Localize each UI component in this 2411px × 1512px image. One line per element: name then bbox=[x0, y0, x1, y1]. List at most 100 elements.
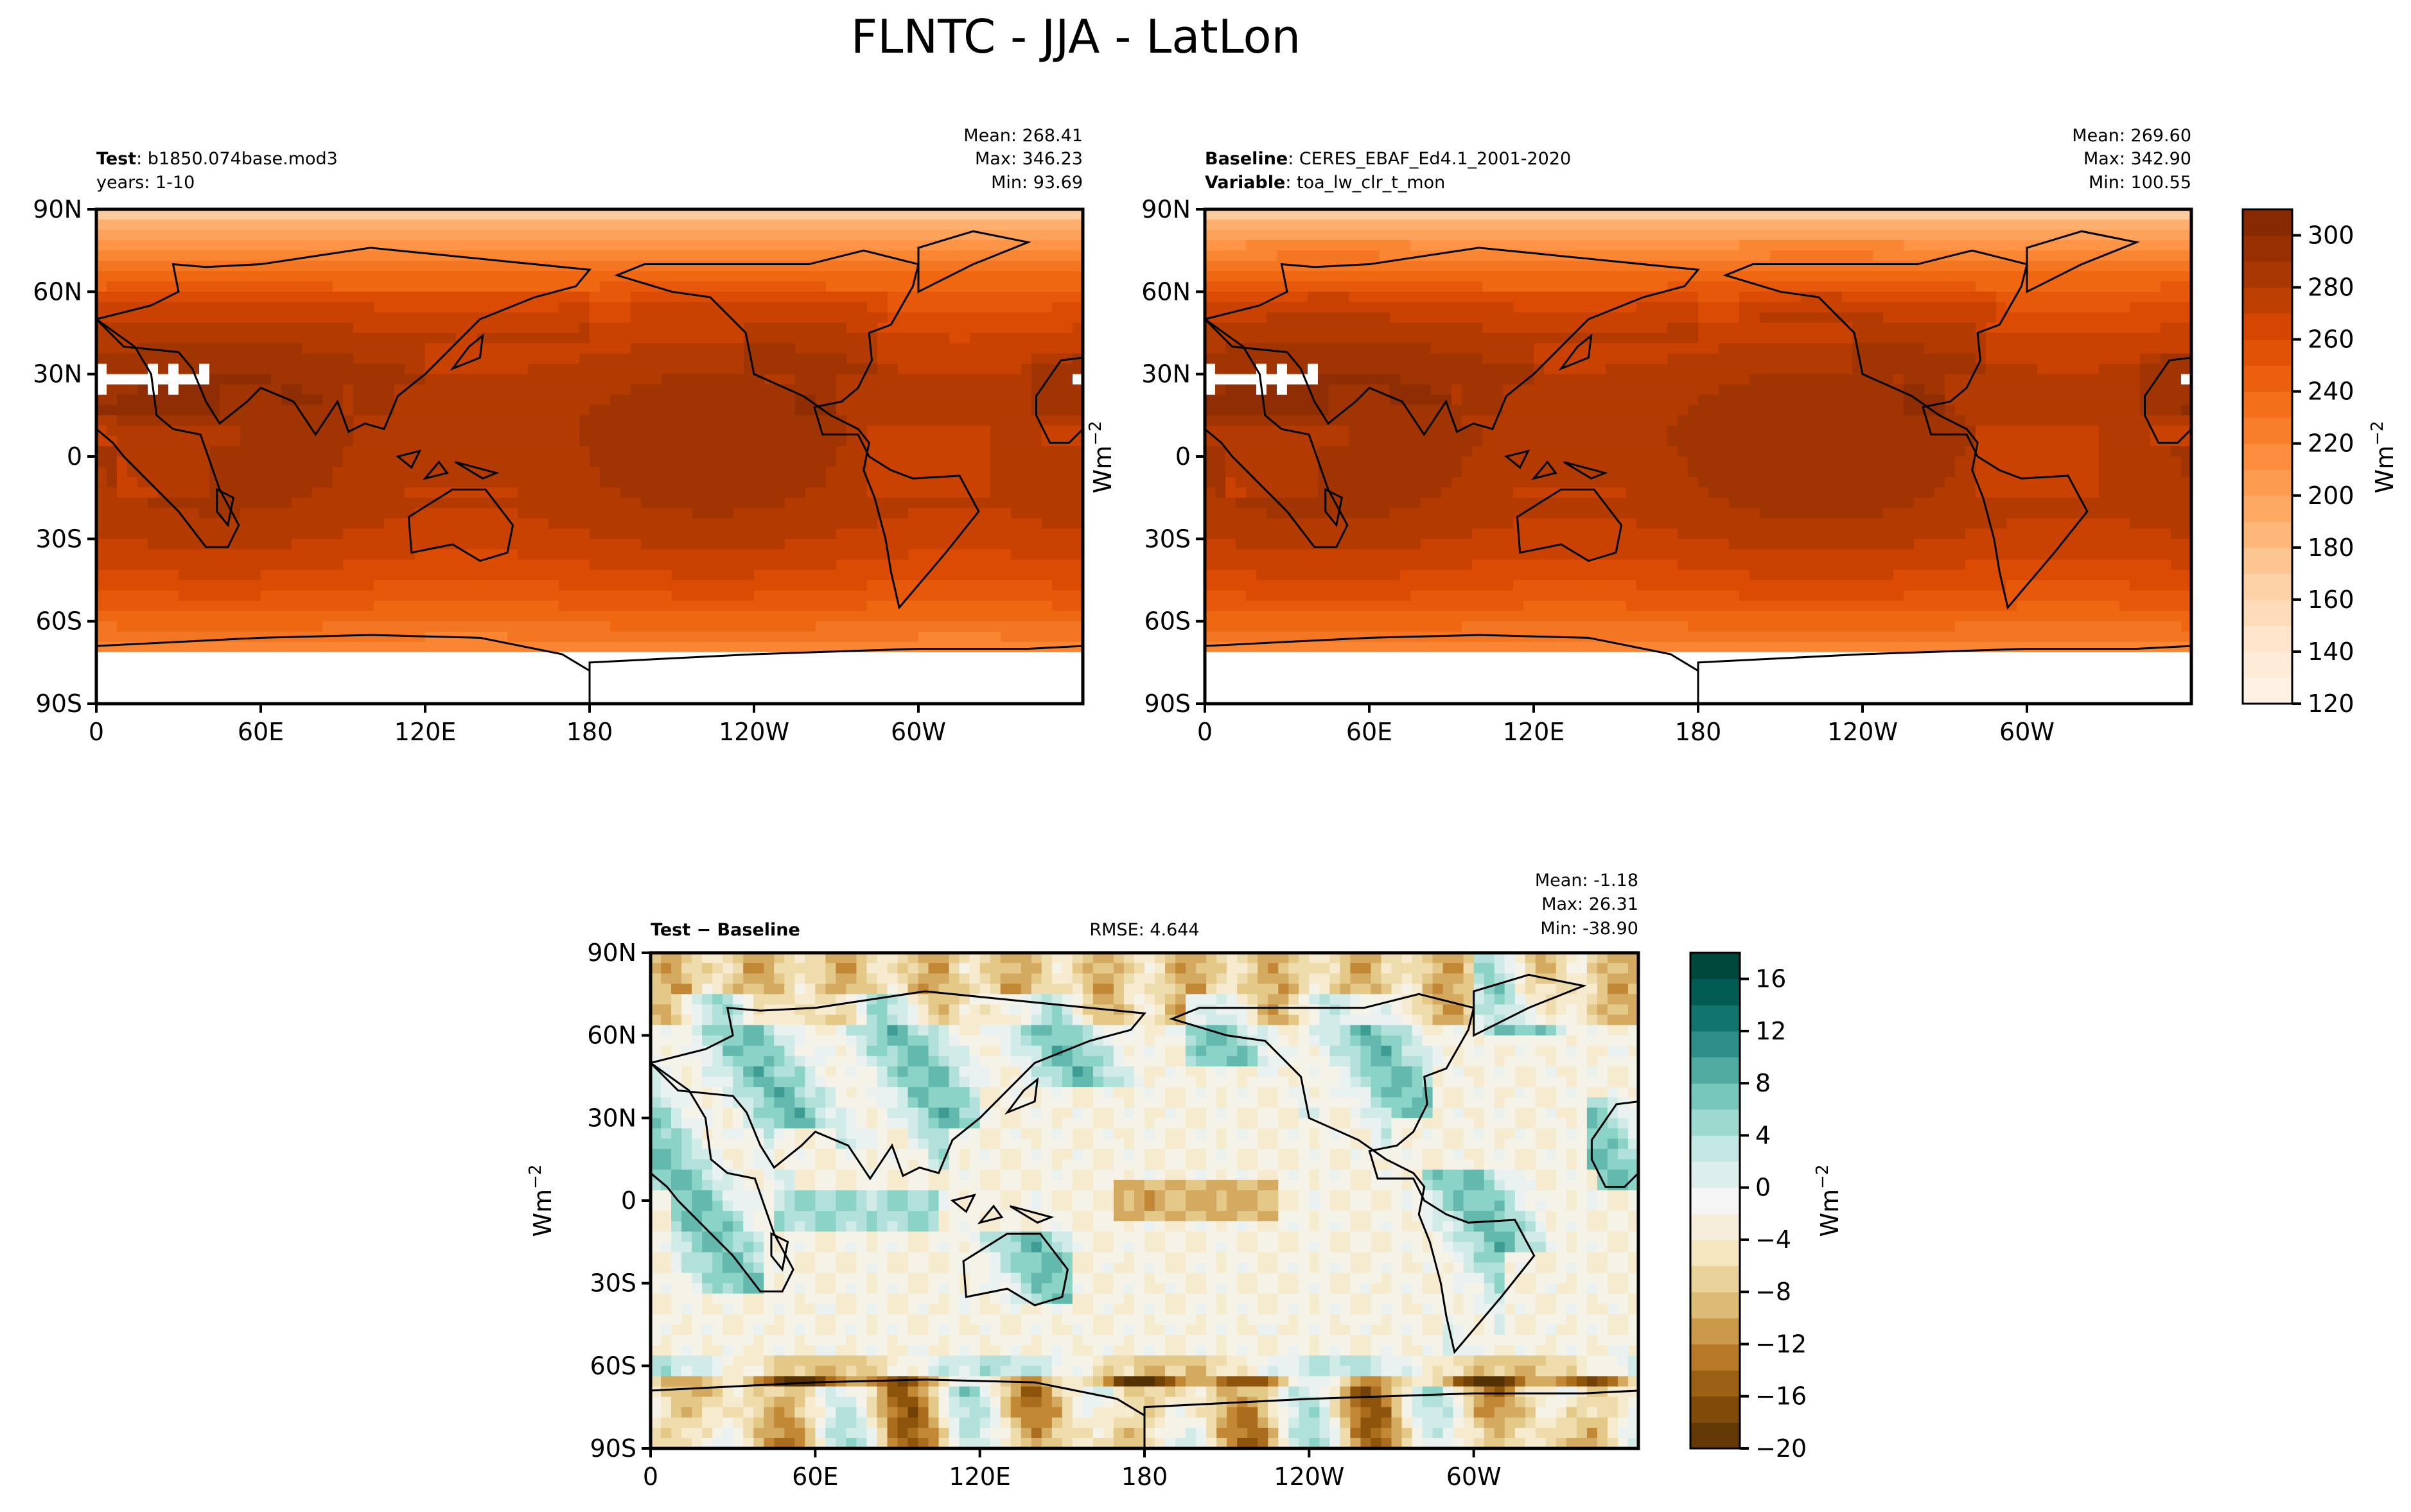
field-cell bbox=[1749, 230, 1760, 241]
field-cell bbox=[805, 580, 816, 591]
field-cell bbox=[374, 631, 385, 643]
field-cell bbox=[1073, 415, 1083, 426]
field-cell bbox=[949, 631, 960, 643]
field-cell bbox=[1031, 508, 1042, 519]
field-cell bbox=[230, 580, 241, 591]
lat-tick-label: 0 bbox=[67, 442, 82, 471]
field-cell bbox=[518, 487, 529, 498]
field-cell bbox=[312, 621, 323, 632]
field-cell bbox=[929, 446, 940, 457]
field-cell bbox=[980, 302, 991, 313]
field-cell bbox=[189, 662, 200, 673]
test-min: Min: 93.69 bbox=[991, 173, 1083, 193]
field-cell bbox=[939, 641, 950, 653]
field-cell bbox=[579, 682, 590, 694]
field-cell bbox=[610, 569, 621, 581]
field-cell bbox=[250, 333, 261, 344]
field-cell bbox=[250, 302, 261, 313]
field-cell bbox=[990, 672, 1001, 684]
field-cell bbox=[107, 652, 118, 663]
field-cell bbox=[1001, 209, 1012, 220]
field-cell bbox=[456, 498, 467, 508]
field-cell bbox=[271, 498, 282, 508]
field-cell bbox=[1770, 209, 1781, 220]
field-cell bbox=[302, 312, 313, 324]
field-cell bbox=[867, 261, 878, 272]
field-cell bbox=[179, 394, 189, 406]
field-cell bbox=[713, 621, 724, 632]
field-cell bbox=[744, 569, 755, 581]
field-cell bbox=[785, 590, 796, 602]
field-cell bbox=[641, 549, 652, 560]
field-cell bbox=[1073, 271, 1083, 282]
field-cell bbox=[548, 549, 559, 560]
field-cell bbox=[220, 477, 231, 488]
field-cell bbox=[816, 487, 827, 498]
field-cell bbox=[816, 662, 827, 673]
field-cell bbox=[1708, 209, 1719, 220]
field-cell bbox=[795, 291, 806, 302]
field-cell bbox=[435, 693, 446, 704]
field-cell bbox=[374, 528, 385, 539]
field-cell bbox=[333, 549, 344, 560]
field-cell bbox=[1021, 312, 1032, 324]
field-cell bbox=[1246, 220, 1257, 230]
field-cell bbox=[908, 549, 919, 560]
field-cell bbox=[168, 508, 179, 519]
field-cell bbox=[559, 539, 570, 550]
field-cell bbox=[1001, 374, 1012, 385]
field-cell bbox=[620, 374, 631, 385]
field-cell bbox=[918, 404, 929, 416]
field-cell bbox=[343, 467, 354, 478]
field-cell bbox=[631, 498, 642, 508]
field-cell bbox=[353, 333, 364, 344]
field-cell bbox=[127, 435, 138, 447]
field-cell bbox=[559, 302, 570, 313]
field-cell bbox=[1678, 240, 1688, 251]
field-cell bbox=[682, 312, 693, 324]
field-cell bbox=[333, 600, 344, 612]
field-cell bbox=[302, 600, 313, 612]
field-cell bbox=[590, 467, 601, 478]
field-cell bbox=[713, 631, 724, 643]
field-cell bbox=[374, 456, 385, 467]
field-cell bbox=[641, 518, 652, 529]
field-cell bbox=[1852, 220, 1863, 230]
field-cell bbox=[199, 559, 210, 571]
field-cell bbox=[1062, 590, 1073, 602]
field-cell bbox=[1215, 220, 1226, 230]
field-cell bbox=[261, 435, 272, 447]
field-cell bbox=[127, 374, 138, 385]
field-cell bbox=[446, 477, 457, 488]
field-cell bbox=[189, 487, 200, 498]
field-cell bbox=[867, 271, 878, 282]
field-cell bbox=[528, 508, 539, 519]
field-cell bbox=[620, 631, 631, 643]
field-cell bbox=[497, 467, 508, 478]
field-cell bbox=[929, 611, 940, 622]
field-cell bbox=[816, 528, 827, 539]
field-cell bbox=[1052, 549, 1063, 560]
field-cell bbox=[620, 261, 631, 272]
field-cell bbox=[805, 291, 816, 302]
field-cell bbox=[826, 374, 837, 385]
field-cell bbox=[281, 477, 292, 488]
field-cell bbox=[805, 343, 816, 354]
field-cell bbox=[250, 518, 261, 529]
field-cell bbox=[168, 528, 179, 539]
field-cell bbox=[1749, 209, 1760, 220]
field-cell bbox=[805, 322, 816, 334]
field-cell bbox=[631, 662, 642, 673]
field-cell bbox=[1042, 322, 1053, 334]
field-cell bbox=[867, 230, 878, 241]
field-cell bbox=[816, 240, 827, 251]
field-cell bbox=[538, 539, 549, 550]
field-cell bbox=[939, 322, 950, 334]
field-cell bbox=[518, 467, 529, 478]
field-cell bbox=[888, 435, 899, 447]
field-cell bbox=[528, 600, 539, 612]
field-cell bbox=[1042, 220, 1053, 230]
field-cell bbox=[672, 343, 683, 354]
field-cell bbox=[528, 271, 539, 282]
field-cell bbox=[322, 220, 333, 230]
